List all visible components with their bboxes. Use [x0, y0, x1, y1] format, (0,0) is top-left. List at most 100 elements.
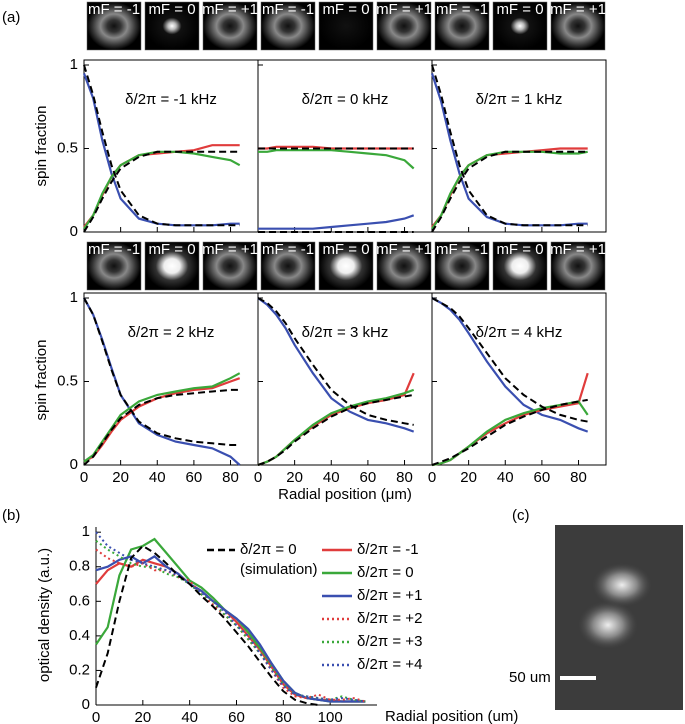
series-line — [257, 297, 415, 433]
x-tick-label: 80 — [396, 469, 413, 486]
chart-title: δ/2π = 1 kHz — [476, 91, 563, 108]
series-line — [431, 297, 589, 433]
x-tick-label: 0 — [254, 469, 262, 486]
y-tick-label: 1 — [82, 523, 90, 540]
x-tick-label: 0 — [92, 709, 100, 724]
scale-bar — [560, 676, 596, 680]
inset-label: mF = -1 — [262, 1, 314, 18]
panel-label: (b) — [2, 507, 20, 524]
inset-label: mF = -1 — [262, 241, 314, 258]
series-line — [83, 297, 241, 466]
inset-label: mF = -1 — [88, 1, 140, 18]
x-tick-label: 60 — [534, 469, 551, 486]
x-tick-label: 60 — [186, 469, 203, 486]
chart-title: δ/2π = 4 kHz — [476, 324, 563, 341]
x-tick-label: 20 — [112, 469, 129, 486]
legend-label: δ/2π = +2 — [357, 610, 422, 627]
inset-label: mF = +1 — [550, 1, 606, 18]
series-line — [83, 64, 240, 227]
inset-label: mF = 0 — [496, 1, 543, 18]
legend-label: δ/2π = -1 — [357, 541, 419, 558]
y-tick-label: 0.5 — [57, 372, 78, 389]
inset-label: mF = +1 — [202, 1, 258, 18]
x-tick-label: 100 — [318, 709, 343, 724]
series-line — [258, 149, 415, 170]
legend-label: δ/2π = 0 (simulation) — [240, 541, 318, 578]
image-blob — [592, 563, 652, 607]
x-tick-label: 60 — [360, 469, 377, 486]
x-tick-label: 20 — [460, 469, 477, 486]
scale-label: 50 um — [509, 669, 551, 686]
inset-image — [86, 241, 142, 291]
inset-image — [550, 1, 606, 51]
series-line — [95, 531, 366, 703]
chart-title: δ/2π = 0 kHz — [302, 91, 389, 108]
inset-image — [144, 241, 200, 291]
series-line — [95, 544, 319, 706]
inset-label: mF = +1 — [202, 241, 258, 258]
legend-label: δ/2π = 0 — [357, 564, 414, 581]
chart-title: δ/2π = -1 kHz — [125, 91, 217, 108]
inset-image — [202, 1, 258, 51]
y-axis-label: spin fraction — [33, 106, 50, 187]
inset-image — [376, 1, 432, 51]
inset-image — [260, 241, 316, 291]
inset-image — [86, 1, 142, 51]
series-line — [431, 398, 588, 466]
x-tick-label: 80 — [570, 469, 587, 486]
inset-label: mF = +1 — [376, 1, 432, 18]
inset-image — [434, 1, 490, 51]
plot-frame — [257, 292, 433, 466]
y-tick-label: 1 — [70, 289, 78, 306]
x-tick-label: 20 — [286, 469, 303, 486]
inset-label: mF = +1 — [376, 241, 432, 258]
series-line — [257, 393, 414, 466]
inset-image — [318, 241, 374, 291]
x-tick-label: 0 — [428, 469, 436, 486]
x-tick-label: 40 — [497, 469, 514, 486]
series-line — [83, 150, 240, 233]
panel-label: (a) — [2, 9, 20, 26]
inset-image — [492, 1, 548, 51]
chart-title: δ/2π = 2 kHz — [128, 324, 215, 341]
x-tick-label: 0 — [80, 469, 88, 486]
inset-image — [260, 1, 316, 51]
series-line — [431, 150, 588, 233]
inset-label: mF = -1 — [436, 241, 488, 258]
x-tick-label: 40 — [181, 709, 198, 724]
series-line — [258, 214, 415, 230]
inset-label: mF = 0 — [322, 1, 369, 18]
x-axis-label: Radial position (μm) — [278, 486, 412, 503]
inset-label: mF = -1 — [88, 241, 140, 258]
series-line — [83, 297, 240, 446]
x-tick-label: 80 — [222, 469, 239, 486]
inset-image — [202, 241, 258, 291]
series-line — [82, 73, 240, 227]
inset-image — [492, 241, 548, 291]
series-line — [95, 539, 366, 703]
inset-image — [550, 241, 606, 291]
inset-image — [144, 1, 200, 51]
y-tick-label: 0 — [70, 223, 78, 240]
inset-image — [318, 1, 374, 51]
inset-label: mF = +1 — [550, 241, 606, 258]
series-line — [95, 558, 366, 703]
series-line — [431, 64, 588, 227]
series-line — [257, 297, 414, 426]
inset-label: mF = 0 — [496, 241, 543, 258]
legend-label: δ/2π = +4 — [357, 656, 422, 673]
y-tick-label: 0.5 — [57, 139, 78, 156]
y-tick-label: 0 — [82, 696, 90, 713]
inset-label: mF = 0 — [148, 1, 195, 18]
legend-label: δ/2π = +3 — [357, 633, 422, 650]
inset-label: mF = -1 — [436, 1, 488, 18]
series-line — [430, 73, 588, 227]
series-line — [258, 145, 414, 150]
y-axis-label: spin fraction — [33, 340, 50, 421]
panel-label: (c) — [512, 507, 530, 524]
y-axis-label: optical density (a.u.) — [36, 548, 53, 682]
x-tick-label: 20 — [134, 709, 151, 724]
chart-title: δ/2π = 3 kHz — [302, 324, 389, 341]
